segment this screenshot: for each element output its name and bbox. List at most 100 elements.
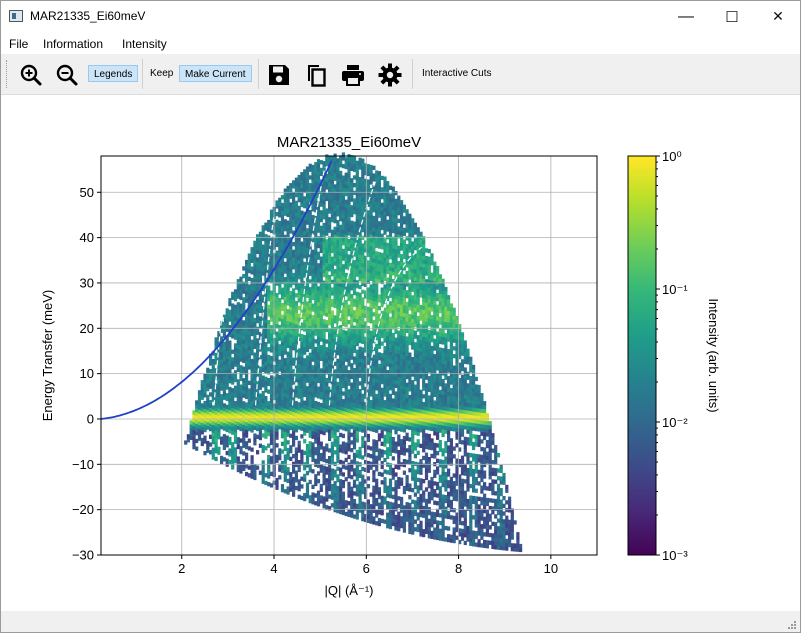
keep-button[interactable]: Keep [150, 68, 174, 79]
colorbar-cell [628, 422, 656, 426]
toolbar-separator [142, 59, 143, 89]
x-tick-label: 4 [270, 561, 277, 576]
colorbar-frame [627, 155, 657, 556]
colorbar-cell [628, 302, 656, 307]
colorbar-tick-label: 10⁰ [662, 149, 682, 164]
colorbar-cell [628, 392, 656, 396]
size-grip-icon[interactable] [786, 619, 796, 629]
colorbar-cell [628, 525, 656, 529]
colorbar-cell [628, 478, 656, 483]
colorbar-cell [628, 305, 656, 310]
colorbar-cell [628, 162, 656, 167]
y-tick-label: 10 [80, 366, 94, 381]
menu-intensity[interactable]: Intensity [122, 37, 167, 51]
colorbar-cell [628, 485, 656, 490]
colorbar-cell [628, 528, 656, 533]
colorbar-cell [628, 491, 656, 496]
colorbar-cell [628, 209, 656, 214]
colorbar-cell [628, 365, 656, 370]
app-icon [9, 10, 23, 22]
menu-file[interactable]: File [9, 37, 29, 51]
legends-toggle[interactable]: Legends [88, 65, 139, 82]
colorbar-cell [628, 345, 656, 350]
colorbar-cell [628, 412, 656, 416]
colorbar-cell [628, 402, 656, 406]
colorbar-cell [628, 508, 656, 513]
close-button[interactable]: ✕ [772, 8, 784, 24]
chart-title: MAR21335_Ei60meV [277, 134, 421, 151]
copy-icon[interactable] [303, 62, 329, 88]
colorbar-cell [628, 169, 656, 174]
colorbar-cell [628, 398, 656, 403]
y-tick-label: 0 [87, 411, 94, 426]
zoom-in-icon[interactable] [18, 62, 44, 88]
colorbar-cell [628, 451, 656, 456]
colorbar-cell [628, 495, 656, 499]
colorbar-cell [628, 488, 656, 493]
zoom-out-icon[interactable] [54, 62, 80, 88]
y-tick-label: −20 [72, 502, 94, 517]
colorbar-cell [628, 548, 656, 553]
colorbar-cell [628, 378, 656, 383]
colorbar-cell [628, 448, 656, 453]
colorbar-cell [628, 182, 656, 187]
toolbar-grip[interactable] [6, 60, 10, 88]
colorbar-cell [628, 252, 656, 257]
plot-canvas[interactable]: 2 4 6 8 10 50 40 30 20 10 0 −10 −20 −30 MAR21335_Ei60m… [1, 95, 800, 611]
colorbar-cell [628, 262, 656, 267]
colorbar-cell [628, 249, 656, 253]
colorbar-cell [628, 501, 656, 506]
colorbar-cell [628, 156, 656, 160]
colorbar-cell [628, 315, 656, 320]
colorbar-cell [628, 255, 656, 260]
colorbar-cell [628, 362, 656, 366]
colorbar-cell [628, 185, 656, 190]
maximize-button[interactable]: ☐ [725, 8, 739, 26]
colorbar-cell [628, 425, 656, 430]
colorbar-cell [628, 212, 656, 217]
colorbar-cell [628, 289, 656, 293]
grid-lines [101, 156, 597, 555]
menu-information[interactable]: Information [43, 37, 104, 51]
colormap-plot[interactable]: 2 4 6 8 10 50 40 30 20 10 0 −10 −20 −30 MAR21335_Ei60m… [1, 95, 800, 611]
print-icon[interactable] [340, 62, 366, 88]
colorbar-cell [628, 445, 656, 450]
colorbar-cell [628, 385, 656, 390]
colorbar-cell [628, 199, 656, 204]
y-tick-label: 50 [80, 185, 94, 200]
gear-icon[interactable] [377, 62, 403, 88]
overlay-curve [100, 160, 333, 420]
colorbar-cell [628, 189, 656, 194]
status-bar [1, 611, 800, 632]
colorbar-cell [628, 298, 656, 303]
toolbar-separator [412, 59, 413, 89]
heatmap-cells [184, 152, 523, 553]
x-tick-label: 2 [178, 561, 185, 576]
make-current-toggle[interactable]: Make Current [179, 65, 252, 82]
colorbar-cell [628, 279, 656, 283]
colorbar-cell [628, 342, 656, 347]
colorbar-cell [628, 515, 656, 519]
minimize-button[interactable]: — [678, 7, 694, 25]
colorbar-cell [628, 465, 656, 470]
colorbar-tick-label: 10⁻² [662, 415, 688, 430]
colorbar-cell [628, 521, 656, 526]
colorbar-cell [628, 202, 656, 207]
colorbar-cell [628, 408, 656, 413]
colorbar-tick-label: 10⁻¹ [662, 282, 688, 297]
colorbar-cell [628, 239, 656, 243]
save-icon[interactable] [266, 62, 292, 88]
colorbar-cell [628, 471, 656, 476]
colorbar-cell [628, 438, 656, 443]
colorbar-cell [628, 475, 656, 480]
interactive-cuts-button[interactable]: Interactive Cuts [422, 68, 492, 79]
colorbar-cell [628, 372, 656, 376]
colorbar-cell [628, 415, 656, 420]
y-axis-label: Energy Transfer (meV) [40, 290, 55, 422]
y-tick-label: 20 [80, 321, 94, 336]
colorbar-cell [628, 219, 656, 223]
x-tick-label: 10 [544, 561, 558, 576]
colorbar-cell [628, 338, 656, 343]
y-tick-label: −30 [72, 548, 94, 563]
colorbar-cell [628, 352, 656, 357]
